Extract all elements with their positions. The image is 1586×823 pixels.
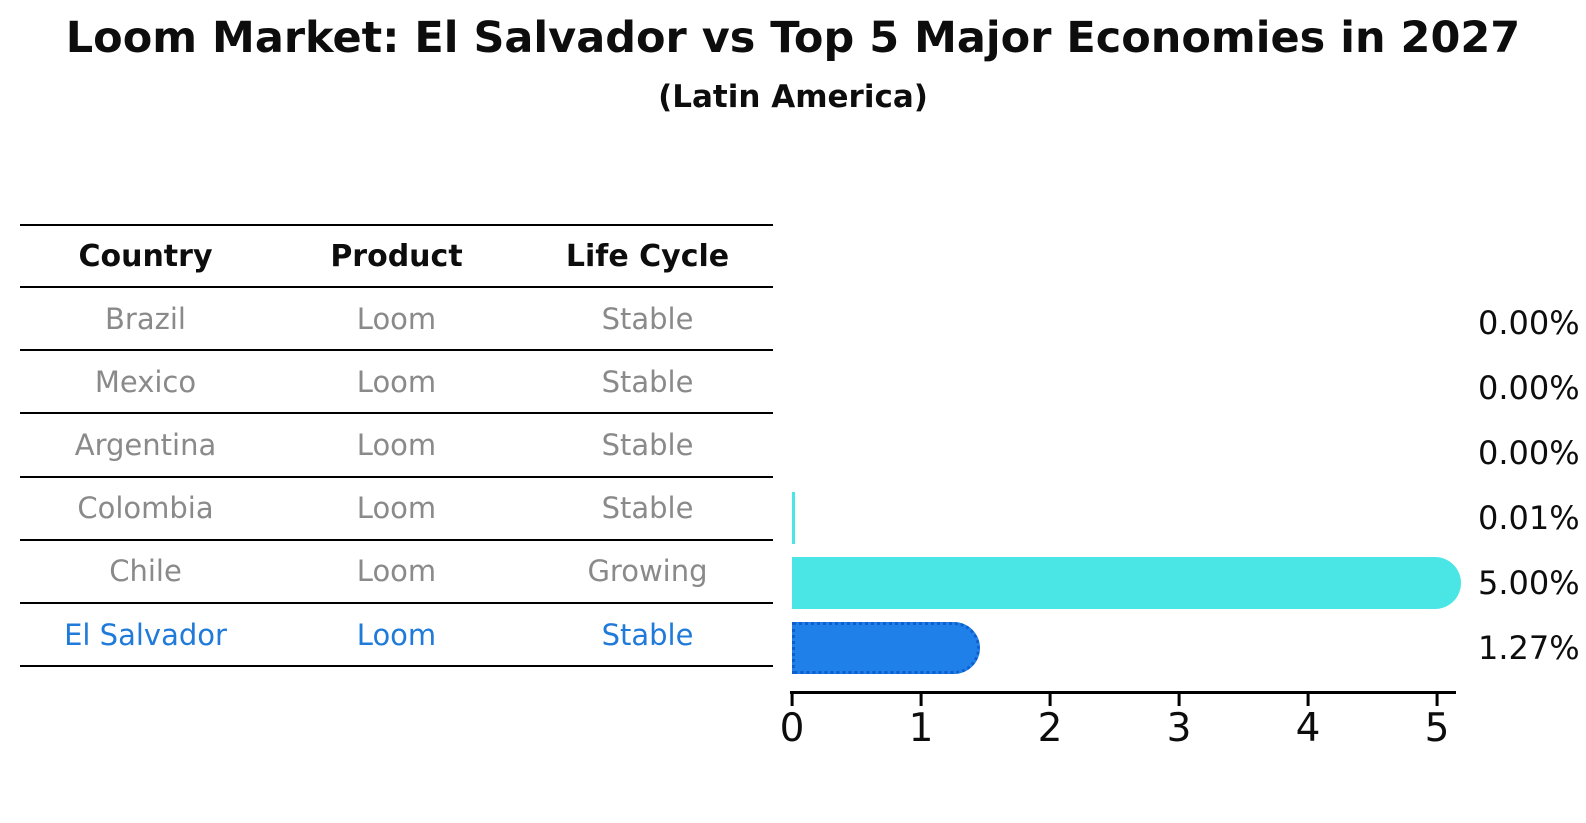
header-country: Country (20, 224, 271, 288)
life-cycle-cell: Stable (522, 287, 773, 352)
country-cell: Brazil (20, 287, 271, 352)
table-row: Colombia Loom Stable (20, 476, 773, 541)
tick-mark (919, 694, 923, 706)
tick-mark (1048, 694, 1052, 706)
product-cell: Loom (271, 287, 522, 352)
table-row-el-salvador: El Salvador Loom Stable (20, 602, 773, 668)
life-cycle-cell: Stable (522, 413, 773, 478)
value-label: 0.00% (1478, 369, 1580, 407)
product-cell: Loom (271, 602, 522, 668)
tick-label: 3 (1166, 706, 1192, 751)
life-cycle-cell: Stable (522, 476, 773, 541)
bar-colombia (792, 492, 795, 544)
header-product: Product (271, 224, 522, 288)
tick-mark (1306, 694, 1310, 706)
bar-plot-area (792, 290, 1532, 682)
life-cycle-cell: Stable (522, 602, 773, 668)
life-cycle-cell: Growing (522, 539, 773, 604)
tick-mark (1177, 694, 1181, 706)
table-row: Brazil Loom Stable (20, 287, 773, 352)
x-axis-tick: 4 (1295, 694, 1321, 751)
value-label: 0.00% (1478, 434, 1580, 472)
table-row: Chile Loom Growing (20, 539, 773, 604)
tick-label: 2 (1037, 706, 1063, 751)
country-cell: Chile (20, 539, 271, 604)
country-cell: Mexico (20, 350, 271, 415)
tick-label: 5 (1424, 706, 1450, 751)
value-label: 0.01% (1478, 499, 1580, 537)
product-cell: Loom (271, 476, 522, 541)
value-label: 5.00% (1478, 564, 1580, 602)
header-life-cycle: Life Cycle (522, 224, 773, 288)
tick-mark (1435, 694, 1439, 706)
chart-title: Loom Market: El Salvador vs Top 5 Major … (65, 13, 1521, 63)
x-axis-tick: 2 (1037, 694, 1063, 751)
tick-label: 0 (779, 706, 805, 751)
country-cell: Argentina (20, 413, 271, 478)
tick-mark (790, 694, 794, 706)
comparison-table: Country Product Life Cycle Brazil Loom S… (20, 224, 773, 668)
bar-el-salvador (792, 622, 980, 674)
table-row: Mexico Loom Stable (20, 350, 773, 415)
chart-subtitle: (Latin America) (658, 79, 928, 115)
bar-chile (792, 557, 1461, 609)
x-axis-tick: 5 (1424, 694, 1450, 751)
x-axis-line (790, 691, 1456, 694)
x-axis-tick: 3 (1166, 694, 1192, 751)
value-label: 1.27% (1478, 629, 1580, 667)
life-cycle-cell: Stable (522, 350, 773, 415)
tick-label: 4 (1295, 706, 1321, 751)
x-axis-tick: 0 (779, 694, 805, 751)
product-cell: Loom (271, 413, 522, 478)
country-cell: El Salvador (20, 602, 271, 668)
product-cell: Loom (271, 350, 522, 415)
product-cell: Loom (271, 539, 522, 604)
tick-label: 1 (908, 706, 934, 751)
x-axis-tick: 1 (908, 694, 934, 751)
country-cell: Colombia (20, 476, 271, 541)
table-row: Argentina Loom Stable (20, 413, 773, 478)
table-header-row: Country Product Life Cycle (20, 224, 773, 288)
value-label: 0.00% (1478, 304, 1580, 342)
